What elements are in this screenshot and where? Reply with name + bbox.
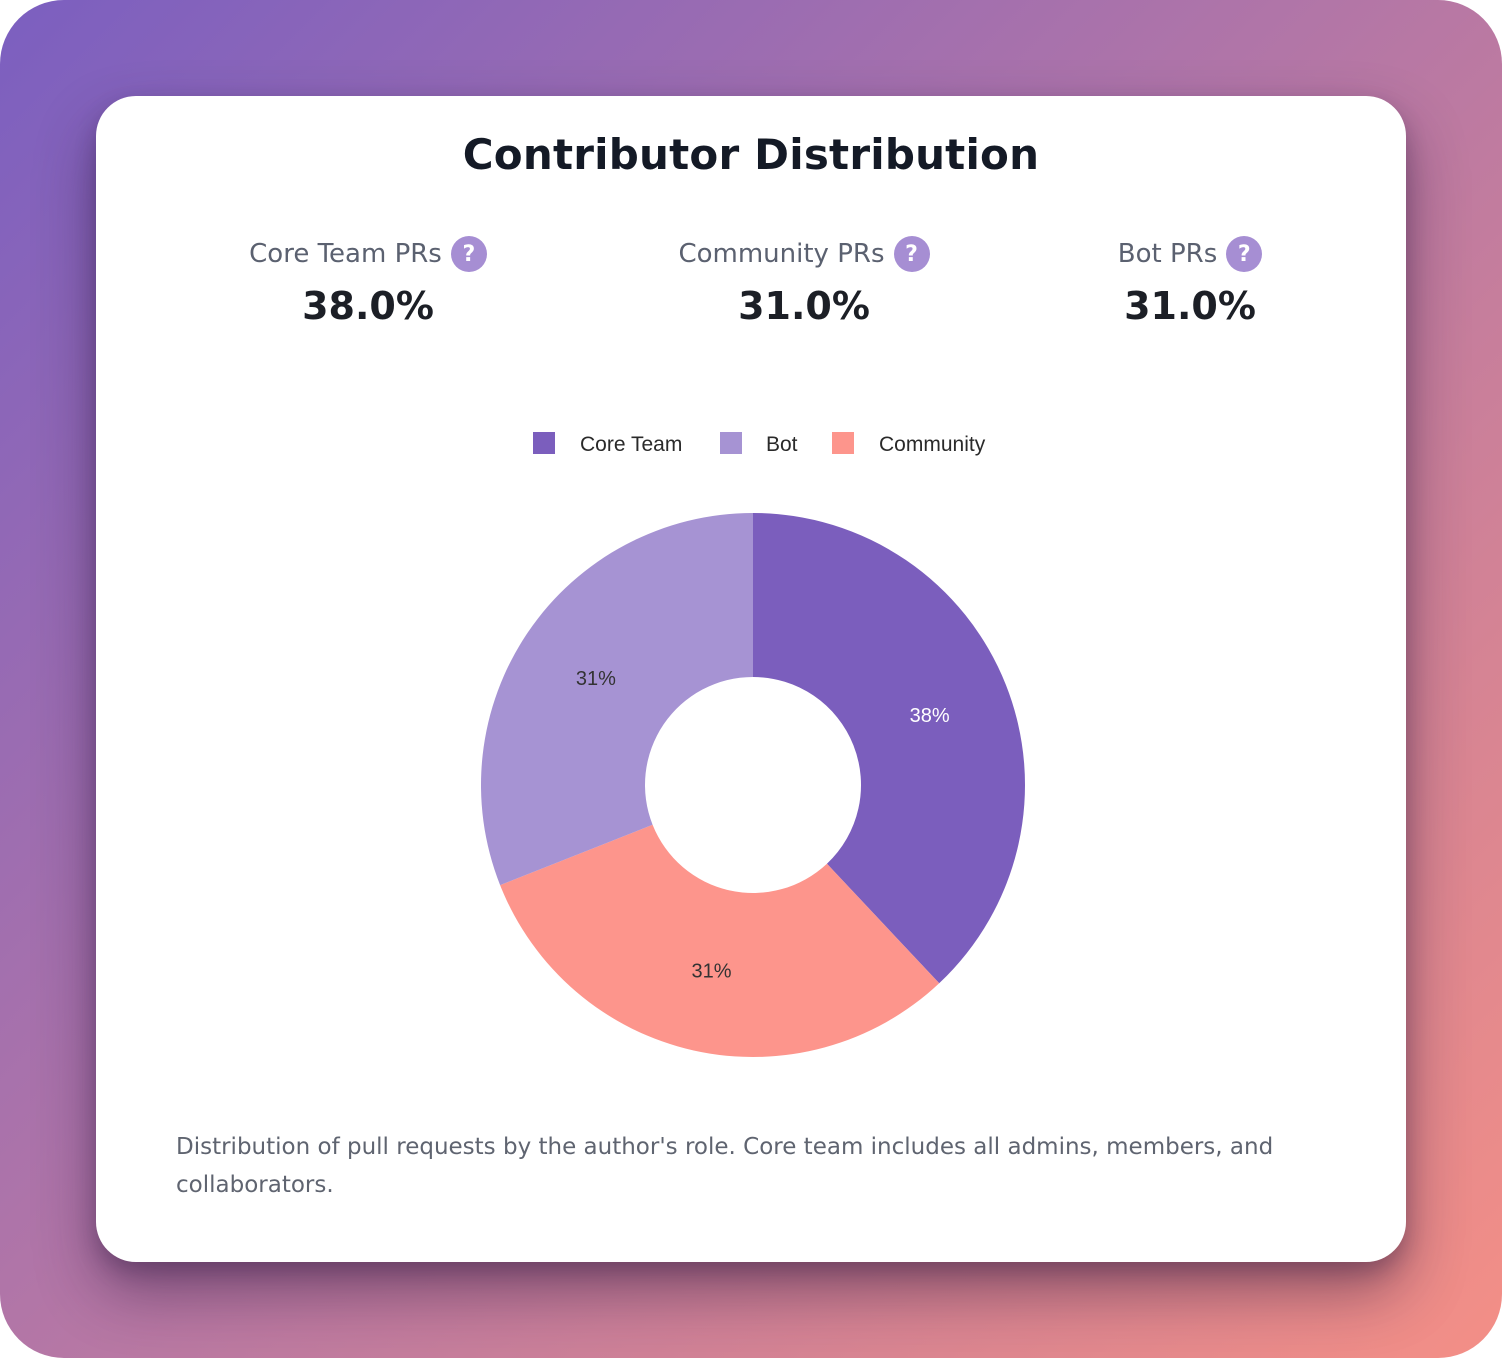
- stat-label: Bot PRs: [1117, 239, 1218, 269]
- question-mark-icon[interactable]: ?: [893, 236, 930, 272]
- stat-community: Community PRs ? 31.0%: [636, 232, 972, 328]
- chart-card: [96, 96, 1406, 1262]
- legend-item-core-team[interactable]: Core Team: [533, 432, 682, 456]
- stat-label-row: Core Team PRs ?: [200, 232, 536, 276]
- stat-value: 31.0%: [738, 284, 870, 328]
- legend-swatch: [720, 432, 742, 454]
- slice-bot[interactable]: [481, 513, 753, 886]
- legend-item-community[interactable]: Community: [832, 432, 986, 456]
- stat-value: 38.0%: [302, 284, 434, 328]
- chart-caption: Distribution of pull requests by the aut…: [176, 1134, 1274, 1198]
- stat-label-row: Bot PRs ?: [1022, 232, 1358, 276]
- stat-label-row: Community PRs ?: [636, 232, 972, 276]
- legend-swatch: [533, 432, 555, 454]
- stat-core-team: Core Team PRs ? 38.0%: [200, 232, 536, 328]
- stat-value: 31.0%: [1124, 284, 1256, 328]
- legend-label: Community: [879, 433, 986, 456]
- legend-item-bot[interactable]: Bot: [720, 432, 798, 456]
- legend-label: Core Team: [580, 433, 682, 456]
- legend-label: Bot: [766, 433, 798, 456]
- stat-label: Community PRs: [678, 239, 885, 269]
- legend-swatch: [832, 432, 854, 454]
- stat-bot: Bot PRs ? 31.0%: [1022, 232, 1358, 328]
- chart-title: Contributor Distribution: [462, 130, 1040, 179]
- stat-label: Core Team PRs: [249, 239, 442, 269]
- slice-community[interactable]: [500, 824, 940, 1057]
- slice-core-team[interactable]: [753, 513, 1025, 984]
- question-mark-icon[interactable]: ?: [1226, 236, 1263, 272]
- question-mark-icon[interactable]: ?: [450, 236, 487, 272]
